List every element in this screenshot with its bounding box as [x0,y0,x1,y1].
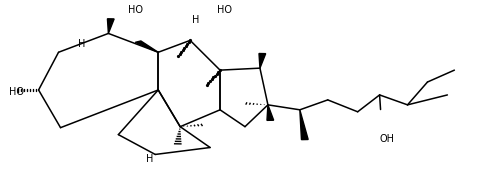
Text: HO: HO [217,5,232,15]
Polygon shape [266,105,273,120]
Text: HO: HO [9,87,24,97]
Polygon shape [299,110,308,140]
Polygon shape [107,19,114,33]
Text: OH: OH [379,134,394,144]
Text: H: H [145,154,153,164]
Text: H: H [192,15,199,25]
Polygon shape [258,53,265,68]
Polygon shape [135,41,158,52]
Text: H: H [78,39,85,49]
Text: HO: HO [128,5,143,15]
